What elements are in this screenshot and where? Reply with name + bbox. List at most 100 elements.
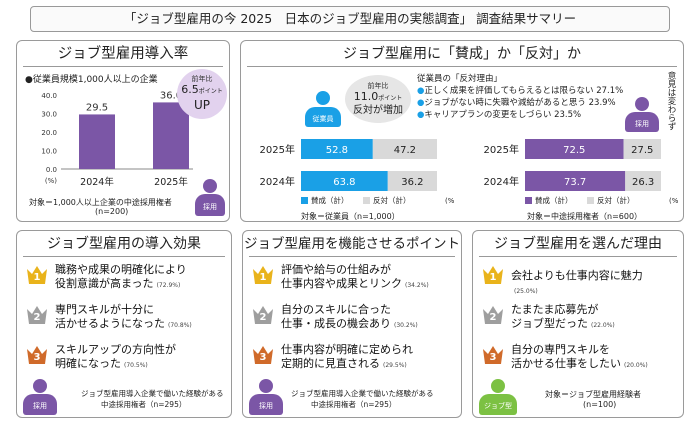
bar-oppose [623,139,661,159]
item-percentage: (34.2%) [405,282,429,289]
item-percentage: (70.8%) [168,322,192,329]
bar-2024年 [79,114,115,169]
recruiter-stacked-bar-chart: 2025年 72.5 27.5 2024年 73.7 26.3 賛成（計） 反対（計） (%) [484,139,679,205]
data-label: 29.5 [86,102,108,113]
item-percentage: (70.5%) [124,362,148,369]
callout-bubble: 前年比 6.5ポイント UP [177,69,227,119]
rank-number: 2 [259,312,267,323]
x-tick-label: 2025年 [154,176,188,188]
ranked-item: 職務や成果の明確化により 役割意識が高まった (72.9%) [55,263,187,290]
rank-1-crown-icon: 1 [481,263,505,287]
sample-size: (n=200) [95,207,129,216]
unit-label: (%) [669,197,679,205]
panel-title: ジョブ型雇用導入率 [57,46,189,62]
item-percentage: (72.9%) [156,282,181,289]
sample-size: 中途採用権者（n=295） [101,400,187,409]
panel-title: ジョブ型雇用の導入効果 [47,236,201,252]
legend-swatch [363,197,370,204]
panel-reasons-chosen: ジョブ型雇用を選んだ理由 1 会社よりも仕事内容に魅力 (25.0%) 2 たまたま応募… [472,230,684,418]
callout-value: 11.0 [353,90,379,103]
recruiter-icon: 採用 [625,97,659,133]
rank-number: 1 [259,272,267,283]
y-tick-label: 2024年 [484,175,519,188]
bar-2025年 [153,102,189,169]
panel-adoption-rate: ジョブ型雇用導入率 ●従業員規模1,000人以上の企業 40.0 30.0 20.0… [16,40,230,222]
rank-1-crown-icon: 1 [251,263,275,287]
rank-2-crown-icon: 2 [481,303,505,327]
data-label: 47.2 [394,145,416,156]
legend-label: 反対（計） [373,195,411,205]
y-tick-label: 2025年 [260,143,295,156]
data-label: 73.7 [564,177,586,188]
rank-number: 1 [489,272,497,283]
data-label: 63.8 [333,177,355,188]
callout-label: 前年比 [191,75,213,83]
y-tick-label: 2025年 [484,143,519,156]
ranked-item: スキルアップの方向性が 明確になった (70.5%) [55,343,176,370]
y-tick-label: 20.0 [41,129,57,137]
panel-title: ジョブ型雇用に「賛成」か「反対」か [343,46,581,62]
panel-title: ジョブ型雇用を機能させるポイント [244,236,460,252]
item-percentage: (20.0%) [624,362,648,369]
panel-effects: ジョブ型雇用の導入効果 1 職務や成果の明確化により 役割意識が高まった (72.9%… [16,230,232,418]
data-label: 27.5 [631,145,653,156]
sample-size: 中途採用権者（n=295） [311,400,397,409]
vertical-note: 意見は変わらず [666,71,676,131]
data-label: 26.3 [632,177,654,188]
item-percentage: (22.0%) [591,322,615,329]
job-type-worker-icon: ジョブ型 [479,379,517,417]
callout-text: 反対が増加 [353,105,403,116]
x-tick-label: 2024年 [80,176,114,188]
recruiter-icon: 採用 [249,379,283,417]
y-tick-label: 0.0 [46,166,57,174]
bar-oppose [625,171,661,191]
page-title: 「ジョブ型雇用の今 2025 日本のジョブ型雇用の実態調査」 調査結果サマリー [30,6,670,32]
panel-approve-oppose: ジョブ型雇用に「賛成」か「反対」か 前年比 11.0ポイント 反対が増加 従業員… [240,40,684,222]
sample-size: (n=100) [583,400,617,409]
reason-item: ●ジョブがない時に失職や減給があると思う 23.9% [417,98,616,108]
item-percentage: (30.2%) [394,322,418,329]
ranked-item: 専門スキルが十分に 活かせるようになった (70.8%) [55,303,192,330]
adoption-bar-chart: 40.0 30.0 20.0 10.0 0.0 (%) 29.5 2024年 36.0 2025年 [41,90,193,188]
callout-value: 6.5 [181,83,199,96]
data-label: 36.0 [160,90,182,101]
y-tick-label: 40.0 [41,92,57,100]
ranked-item: 評価や給与の仕組みが 仕事内容や成果とリンク (34.2%) [281,263,429,290]
rank-number: 2 [489,312,497,323]
ranked-item: 仕事内容が明確に定められ 定期的に見直される (29.5%) [281,343,413,370]
recruiter-icon: 採用 [195,179,225,219]
employee-stacked-bar-chart: 2025年 52.8 47.2 2024年 63.8 36.2 賛成（計） 反対（計） (%) [260,139,455,205]
panel-key-points: ジョブ型雇用を機能させるポイント 1 評価や給与の仕組みが 仕事内容や成果とリンク(… [242,230,462,418]
target-left: 対象＝従業員（n=1,000） [301,212,400,221]
reason-item: ●正しく成果を評価してもらえるとは限らない 27.1% [417,86,624,96]
bar-approve [525,171,626,191]
legend-swatch [587,197,594,204]
y-tick-label: 30.0 [41,111,57,119]
rank-2-crown-icon: 2 [25,303,49,327]
ranked-item: たまたま応募先が ジョブ型だった (22.0%) [511,303,615,330]
target-text: ジョブ型雇用導入企業で働いた経験がある [81,389,224,398]
unit-label: (%) [445,197,455,205]
bar-approve [301,139,373,159]
callout-unit: ポイント [198,88,223,95]
rank-number: 3 [489,352,497,363]
oppose-reasons: 従業員の「反対理由」 ●正しく成果を評価してもらえるとは限らない 27.1% ●… [417,73,623,121]
target-text: ジョブ型雇用導入企業で働いた経験がある [291,389,434,398]
bar-approve [301,171,388,191]
rank-number: 2 [33,312,41,323]
target-right: 対象＝中途採用権者（n=600） [527,212,643,221]
panel-subtitle: ●従業員規模1,000人以上の企業 [25,75,158,85]
panel-title: ジョブ型雇用を選んだ理由 [494,236,662,252]
ranked-item: 自分のスキルに合った 仕事・成長の機会あり (30.2%) [281,303,418,330]
reasons-title: 従業員の「反対理由」 [417,74,503,84]
callout-label: 前年比 [367,82,389,90]
y-unit-label: (%) [45,177,57,185]
recruiter-icon: 採用 [23,379,57,417]
data-label: 52.8 [326,145,348,156]
rank-number: 3 [33,352,41,363]
legend-label: 賛成（計） [311,195,349,205]
callout-up: UP [193,98,211,112]
bar-oppose [387,171,437,191]
rank-3-crown-icon: 3 [481,343,505,367]
y-tick-label: 2024年 [260,175,295,188]
